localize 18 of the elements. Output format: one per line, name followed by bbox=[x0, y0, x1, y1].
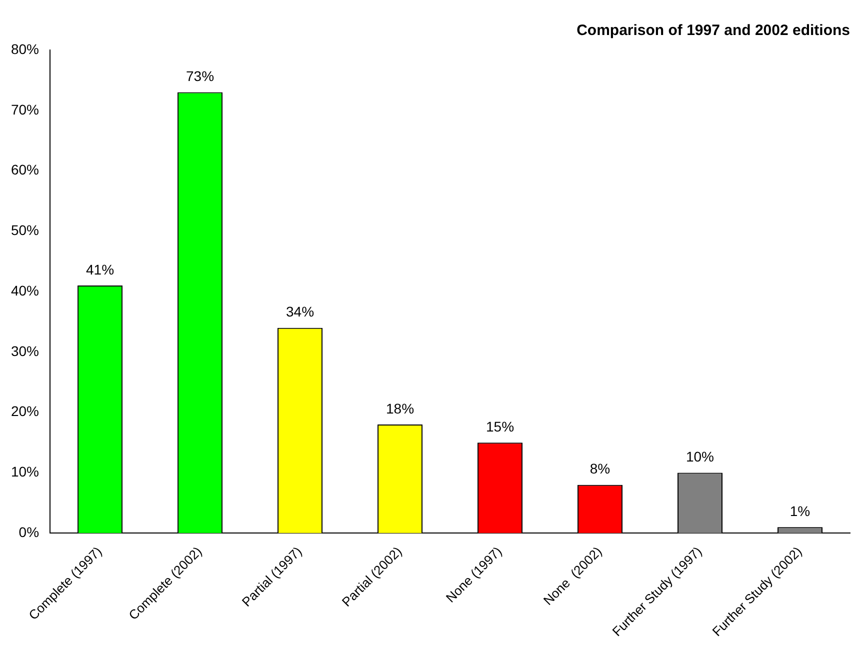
data-label: 15% bbox=[486, 418, 514, 434]
data-label: 10% bbox=[686, 448, 714, 465]
data-label: 1% bbox=[790, 502, 810, 519]
y-tick-label: 80% bbox=[10, 40, 40, 57]
data-label: 34% bbox=[286, 304, 314, 320]
y-tick-label: 20% bbox=[10, 403, 40, 420]
data-label: 18% bbox=[386, 400, 414, 416]
data-label: 8% bbox=[590, 460, 610, 477]
y-tick-label: 30% bbox=[10, 342, 40, 359]
data-label: 41% bbox=[86, 261, 114, 278]
y-tick-label: 70% bbox=[10, 101, 40, 118]
chart-title: Comparison of 1997 and 2002 editions bbox=[576, 22, 850, 40]
y-tick-label: 60% bbox=[10, 162, 40, 178]
y-tick-label: 10% bbox=[10, 464, 40, 480]
data-label: 73% bbox=[186, 68, 214, 84]
y-tick-label: 50% bbox=[10, 222, 40, 238]
y-tick-label: 40% bbox=[10, 282, 40, 298]
y-tick-label: 0% bbox=[18, 524, 40, 540]
